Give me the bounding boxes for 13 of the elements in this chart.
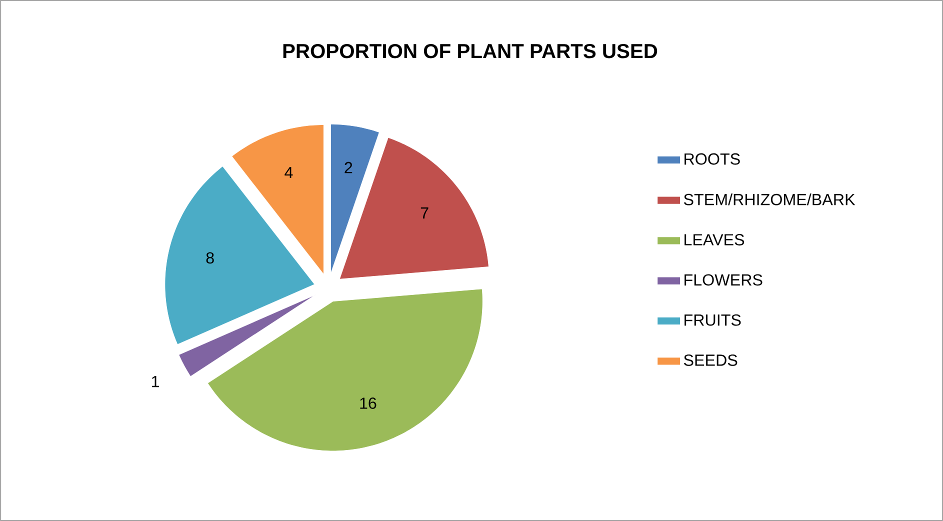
data-label: 4 [284, 166, 293, 178]
data-label: 7 [420, 207, 428, 218]
data-label: 2 [344, 162, 352, 174]
data-label: 16 [360, 397, 376, 409]
data-label: 1 [152, 376, 159, 388]
legend-label: SEEDS [684, 354, 738, 366]
legend-label: FLOWERS [684, 274, 762, 286]
legend-label: ROOTS [684, 153, 740, 165]
legend-label: STEM/RHIZOME/BARK [684, 193, 856, 206]
data-label: 8 [206, 252, 214, 264]
legend-label: FRUITS [684, 314, 741, 326]
legend-label: LEAVES [684, 234, 744, 246]
chart-title: PROPORTION OF PLANT PARTS USED [283, 44, 658, 58]
